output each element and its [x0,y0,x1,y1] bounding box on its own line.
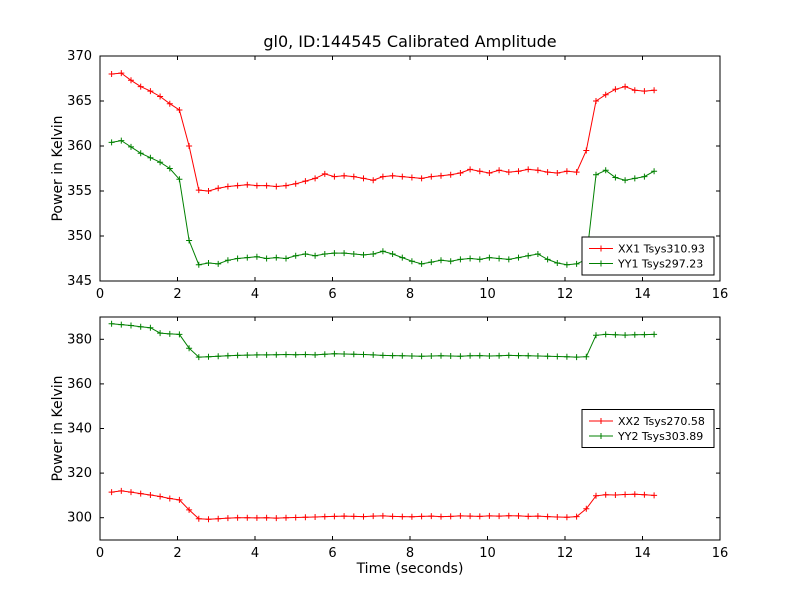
y-tick-label: 345 [67,274,92,289]
x-tick-label: 12 [557,546,574,561]
legend-label: XX1 Tsys310.93 [618,243,705,256]
y-tick-label: 370 [67,49,92,64]
x-tick-label: 6 [328,546,336,561]
legend-sample-marker [598,260,604,267]
legend: XX1 Tsys310.93 YY1 Tsys297.23 [581,236,715,276]
series-markers-XX1 [108,70,658,194]
legend-sample-marker [598,433,604,439]
x-tick-label: 14 [634,546,651,561]
x-tick-label: 0 [96,546,104,561]
y-tick-label: 380 [67,332,92,347]
x-tick-label: 16 [712,546,729,561]
legend-sample-marker [598,418,604,424]
chart-title: gl0, ID:144545 Calibrated Amplitude [263,32,556,51]
x-tick-label: 2 [173,546,181,561]
legend-label: YY1 Tsys297.23 [617,258,703,271]
x-tick-label: 4 [251,546,259,561]
y-tick-label: 350 [67,229,92,244]
x-tick-label: 8 [406,287,414,302]
y-tick-label: 340 [67,422,92,437]
legend-label: XX2 Tsys270.58 [618,415,705,428]
legend-label: YY2 Tsys303.89 [617,430,703,443]
top-chart: 0 2 4 6 8 10 12 14 16 345 350 355 360 365 370 Power in … [50,49,728,302]
y-axis-label: Power in Kelvin [50,375,66,481]
x-tick-label: 4 [251,287,259,302]
legend-sample-marker [598,245,604,252]
x-tick-label: 12 [557,287,574,302]
y-tick-label: 320 [67,466,92,481]
x-tick-label: 0 [96,287,104,302]
bottom-chart: 0 2 4 6 8 10 12 14 16 300 320 340 360 380 Power in Kel… [50,316,729,561]
x-tick-label: 10 [479,546,496,561]
legend-box [581,409,715,448]
y-tick-label: 360 [67,377,92,392]
x-axis-label: Time (seconds) [356,561,464,577]
x-tick-label: 6 [328,287,336,302]
x-tick-label: 8 [406,546,414,561]
series-markers-YY1 [108,137,658,268]
series-markers-XX2 [108,487,658,523]
y-axis-label: Power in Kelvin [50,115,66,221]
y-tick-label: 360 [67,139,92,154]
y-tick-label: 300 [67,511,92,526]
x-tick-label: 10 [479,287,496,302]
x-tick-label: 14 [634,287,651,302]
legend-box [581,236,715,276]
legend: XX2 Tsys270.58 YY2 Tsys303.89 [581,409,715,448]
y-tick-label: 355 [67,184,92,199]
x-tick-label: 2 [173,287,181,302]
series-markers-YY2 [108,320,658,361]
x-tick-label: 16 [712,287,729,302]
y-tick-label: 365 [67,94,92,109]
